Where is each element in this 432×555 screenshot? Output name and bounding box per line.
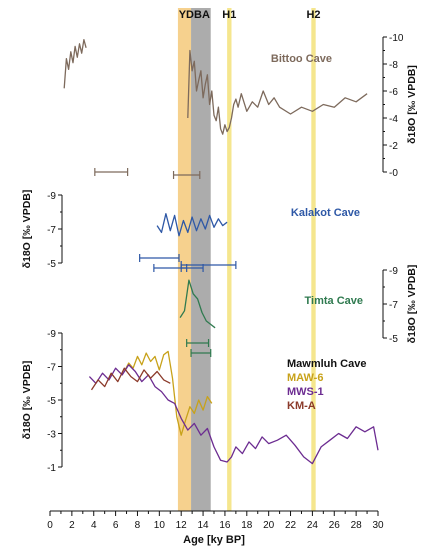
x-tick-label: 22 (285, 520, 297, 531)
y-tick-label: -8 (389, 60, 398, 71)
band-H2 (311, 8, 316, 511)
y-tick-label: -5 (389, 334, 398, 345)
period-bands (177, 8, 316, 511)
series-2-segment-0 (179, 279, 216, 329)
y-axis-0: -10 -8 -6 -4 -2 -0 δ18O [‰ VPDB] (382, 33, 418, 179)
band-YD (177, 8, 192, 511)
legend-KM-A: KM-A (287, 400, 316, 412)
y-axis-3: -9 -7 -5 -3 -1 δ18O [‰ VPDB] (21, 329, 63, 474)
error-bar-1-0 (139, 254, 180, 262)
y-tick-label: -1 (47, 463, 56, 474)
x-tick-label: 24 (307, 520, 319, 531)
x-tick-label: 0 (47, 520, 53, 531)
error-bar-1-3 (180, 264, 204, 272)
y-tick-label: -7 (47, 363, 56, 374)
x-tick-label: 2 (69, 520, 75, 531)
x-tick-label: 6 (113, 520, 119, 531)
y-axis-1: -9 -7 -5 δ18O [‰ VPDB] (21, 190, 63, 270)
panel-labels: Bittoo Cave Kalakot Cave Timta Cave Mawmluh… (271, 53, 367, 412)
error-bar-0-1 (172, 171, 201, 179)
y-tick-label: -7 (389, 300, 398, 311)
panel-label-1: Kalakot Cave (291, 207, 360, 219)
error-bar-0-0 (94, 168, 129, 176)
legend-MWS-1: MWS-1 (287, 386, 324, 398)
y-axis-title: δ18O [‰ VPDB] (406, 265, 418, 344)
y-tick-label: -10 (389, 33, 404, 44)
y-tick-label: -4 (389, 114, 398, 125)
series-1-segment-0 (156, 213, 228, 237)
x-tick-label: 14 (198, 520, 210, 531)
panel-label-3: Mawmluh Cave (287, 358, 366, 370)
data-series (63, 39, 379, 465)
y-axis-title: δ18O [‰ VPDB] (21, 361, 33, 440)
y-tick-label: -3 (47, 430, 56, 441)
y-tick-label: -5 (47, 259, 56, 270)
series-0-segment-1 (187, 49, 368, 135)
y-axis-title: δ18O [‰ VPDB] (406, 65, 418, 144)
x-tick-label: 26 (329, 520, 341, 531)
period-band-labels: YDBA H1 H2 (179, 9, 321, 21)
band-label-ydba: YDBA (179, 9, 210, 21)
panel-label-0: Bittoo Cave (271, 53, 332, 65)
y-tick-label: -7 (47, 225, 56, 236)
y-tick-label: -2 (389, 141, 398, 152)
series-MAW-6 (123, 350, 213, 436)
y-tick-label: -9 (47, 329, 56, 340)
x-tick-label: 4 (91, 520, 97, 531)
x-tick-label: 12 (176, 520, 188, 531)
x-tick-label: 10 (154, 520, 166, 531)
y-axis-2: -9 -7 -5 δ18O [‰ VPDB] (382, 265, 418, 345)
series-0-segment-0 (63, 39, 87, 89)
series-MWS-1 (88, 364, 379, 465)
y-tick-label: -5 (47, 396, 56, 407)
panel-label-2: Timta Cave (305, 295, 364, 307)
age-error-bars (94, 168, 237, 357)
x-axis-title: Age [ky BP] (183, 534, 245, 546)
y-tick-label: -0 (389, 168, 398, 179)
y-tick-label: -9 (47, 191, 56, 202)
band-H1 (227, 8, 232, 511)
band-label-H2: H2 (306, 9, 320, 21)
x-tick-label: 28 (351, 520, 363, 531)
y-tick-label: -6 (389, 87, 398, 98)
error-bar-2-0 (186, 339, 210, 347)
band-BA (191, 8, 211, 511)
x-tick-label: 16 (219, 520, 231, 531)
y-axis-title: δ18O [‰ VPDB] (21, 190, 33, 269)
x-tick-label: 18 (241, 520, 253, 531)
x-tick-label: 20 (263, 520, 275, 531)
series-KM-A (90, 367, 171, 391)
legend-MAW-6: MAW-6 (287, 372, 323, 384)
x-tick-label: 30 (372, 520, 384, 531)
error-bar-2-1 (190, 349, 212, 357)
x-tick-label: 8 (135, 520, 141, 531)
band-label-H1: H1 (222, 9, 236, 21)
y-tick-label: -9 (389, 266, 398, 277)
